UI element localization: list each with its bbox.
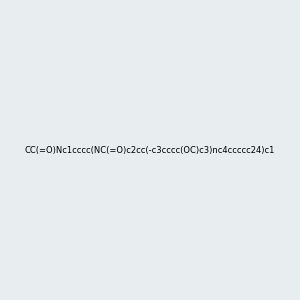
Text: CC(=O)Nc1cccc(NC(=O)c2cc(-c3cccc(OC)c3)nc4ccccc24)c1: CC(=O)Nc1cccc(NC(=O)c2cc(-c3cccc(OC)c3)n… — [25, 146, 275, 154]
